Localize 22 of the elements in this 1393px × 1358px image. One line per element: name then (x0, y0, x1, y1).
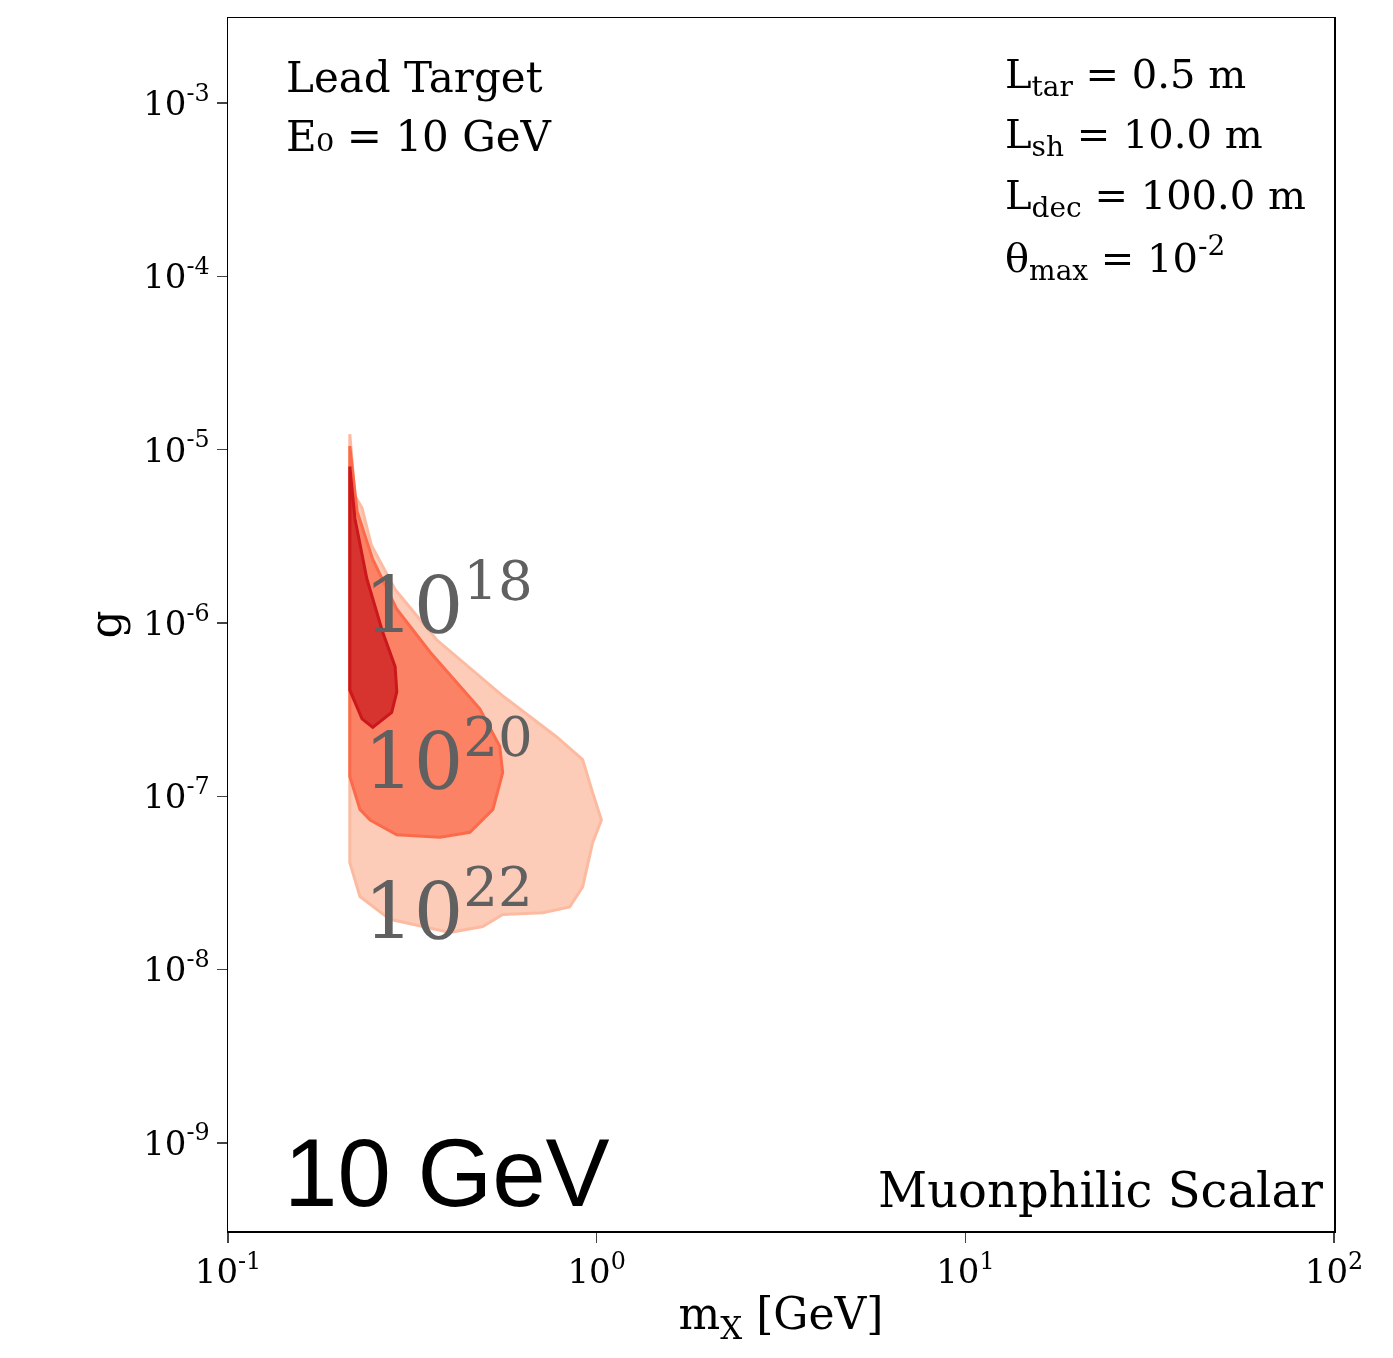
annotation: θ$_{max}$ = 10$^{-2}$ (1005, 229, 1226, 288)
y-tick-label: 10$^{-8}$ (143, 945, 210, 990)
series-label: 10$^{22}$ (364, 855, 533, 957)
y-tick-label: 10$^{-4}$ (143, 252, 210, 297)
x-tick-label: 10$^{0}$ (567, 1247, 626, 1292)
y-tick-label: 10$^{-9}$ (143, 1118, 210, 1163)
annotation: E₀ = 10 GeV (286, 112, 552, 161)
annotation: Lead Target (286, 53, 543, 102)
x-tick-label: 10$^{-1}$ (194, 1247, 262, 1292)
y-tick-label: 10$^{-7}$ (143, 771, 210, 817)
y-axis-title: g (79, 610, 131, 639)
x-tick-label: 10$^{1}$ (936, 1247, 995, 1292)
y-tick-label: 10$^{-3}$ (143, 78, 210, 124)
annotation: 10 GeV (284, 1119, 610, 1226)
annotation: L$_{sh}$ = 10.0 m (1005, 111, 1263, 164)
y-tick-label: 10$^{-6}$ (143, 598, 210, 643)
annotation: Muonphilic Scalar (878, 1162, 1324, 1218)
annotation: L$_{dec}$ = 100.0 m (1005, 172, 1306, 225)
x-axis-title: m$_{X}$ [GeV] (678, 1288, 884, 1346)
x-tick-label: 10$^{2}$ (1304, 1247, 1364, 1292)
y-tick-label: 10$^{-5}$ (143, 425, 210, 470)
annotation: L$_{tar}$ = 0.5 m (1005, 51, 1247, 104)
